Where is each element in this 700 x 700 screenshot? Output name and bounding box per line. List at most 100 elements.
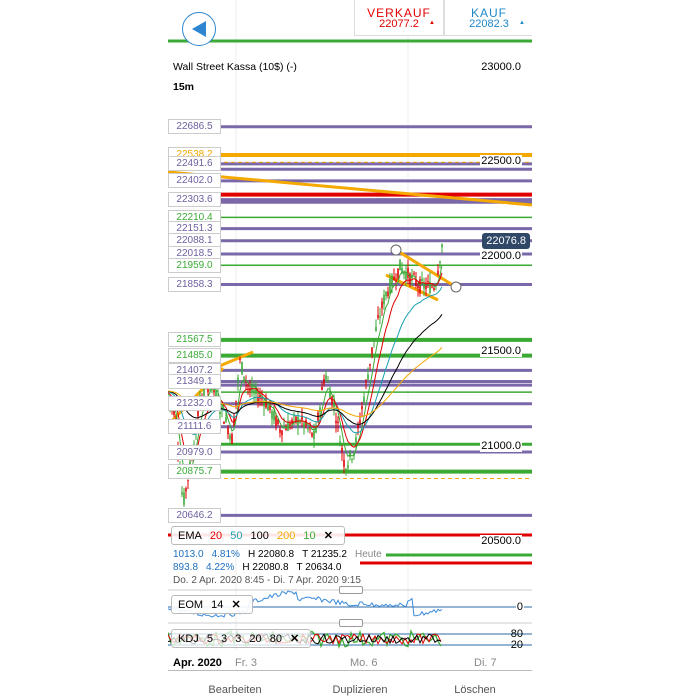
candle-body [293, 415, 295, 417]
candle-body [295, 416, 297, 423]
edit-button[interactable]: Bearbeiten [208, 684, 262, 696]
level-label[interactable]: 21111.6 [168, 419, 221, 435]
candle-body [259, 394, 261, 399]
candle-body [203, 388, 205, 397]
candle-body [323, 379, 325, 384]
axis-label: 21000.0 [480, 440, 522, 452]
candle-body [237, 377, 239, 383]
kdj-axis-label: 20 [510, 639, 523, 651]
level-label[interactable]: 20875.7 [168, 464, 221, 480]
candle-body [377, 315, 379, 318]
candle-body [303, 423, 305, 428]
level-label[interactable]: 22686.5 [168, 119, 221, 135]
candle-body [367, 374, 369, 380]
kdj-legend[interactable]: KDJ 5 3 3 20 80 ✕ [171, 629, 312, 648]
level-label[interactable]: 21858.3 [168, 276, 221, 292]
level-label[interactable]: 21485.0 [168, 348, 221, 364]
candle-body [441, 244, 443, 248]
candle-body [181, 492, 183, 495]
sell-label: VERKAUF [367, 6, 431, 20]
ema-period: 10 [303, 530, 316, 542]
candle-body [395, 280, 397, 283]
resize-handle[interactable] [339, 586, 363, 594]
candle-body [257, 396, 259, 403]
level-label[interactable]: 21232.0 [168, 396, 221, 412]
candle-body [327, 380, 329, 382]
axis-label: 20500.0 [480, 535, 522, 547]
level-label[interactable]: 22303.6 [168, 192, 221, 208]
kdj-param: 20 [249, 633, 262, 645]
sell-button[interactable]: VERKAUF 22077.2 ▲ [354, 0, 444, 36]
axis-label: 22500.0 [480, 155, 522, 167]
candle-body [291, 419, 293, 424]
duplicate-button[interactable]: Duplizieren [332, 684, 388, 696]
candle-body [307, 428, 309, 430]
instrument-name: Wall Street Kassa (10$) (-) [173, 61, 297, 73]
candle-body [213, 390, 215, 393]
price-chart[interactable] [168, 0, 532, 660]
axis-label: 22000.0 [480, 250, 522, 262]
change-value: 1013.0 [173, 549, 204, 560]
candle-body [433, 288, 435, 290]
high-value: H 22080.8 [242, 562, 289, 573]
candle-body [263, 401, 265, 407]
candle-body [417, 285, 419, 288]
candle-body [297, 416, 299, 426]
level-label[interactable]: 22491.6 [168, 156, 221, 172]
eom-name: EOM [178, 599, 204, 611]
candle-body [403, 271, 405, 275]
candle-body [333, 403, 335, 408]
ema-legend[interactable]: EMA 20 50 100 200 10 ✕ [171, 526, 345, 545]
ema-period: 20 [209, 530, 223, 542]
change-pct: 4.22% [206, 562, 235, 573]
back-button[interactable] [182, 12, 216, 46]
candle-body [341, 447, 343, 452]
level-label[interactable]: 20979.0 [168, 444, 221, 460]
resize-handle[interactable] [339, 619, 363, 627]
level-label[interactable]: 21959.0 [168, 257, 221, 273]
candle-body [267, 405, 269, 411]
candle-body [255, 387, 257, 394]
candle-body [273, 411, 275, 421]
candle-body [315, 426, 317, 433]
trend-handle [450, 281, 462, 293]
candle-body [421, 278, 423, 282]
candle-body [313, 430, 315, 440]
candle-body [275, 416, 277, 427]
high-value: H 22080.8 [247, 549, 295, 560]
buy-button[interactable]: KAUF 22082.3 ▲ [444, 0, 532, 36]
candle-body [277, 419, 279, 425]
candle-body [301, 415, 303, 421]
close-icon[interactable]: ✕ [290, 633, 300, 645]
candle-body [329, 391, 331, 399]
delete-button[interactable]: Löschen [454, 684, 496, 696]
x-axis-label: Mo. 6 [350, 657, 378, 669]
close-icon[interactable]: ✕ [323, 530, 333, 542]
close-icon[interactable]: ✕ [231, 599, 241, 611]
level-label[interactable]: 22402.0 [168, 173, 221, 189]
candle-body [319, 407, 321, 412]
candle-body [235, 400, 237, 402]
candle-body [409, 273, 411, 284]
level-label[interactable]: 21567.5 [168, 332, 221, 348]
stats-row: 893.8 4.22% H 22080.8 T 20634.0 [173, 562, 349, 573]
kdj-param: 3 [221, 633, 228, 645]
eom-legend[interactable]: EOM 14 ✕ [171, 595, 253, 614]
level-label[interactable]: 20646.2 [168, 507, 221, 523]
candle-body [381, 301, 383, 309]
candle-body [365, 380, 367, 383]
divider [168, 670, 532, 671]
level-label[interactable]: 21349.1 [168, 373, 221, 389]
candle-body [219, 411, 221, 414]
candle-body [227, 427, 229, 435]
kdj-name: KDJ [178, 633, 199, 645]
low-value: T 21235.2 [302, 549, 347, 560]
candle-body [351, 459, 353, 461]
ema-name: EMA [178, 530, 202, 542]
x-axis-label: Fr. 3 [235, 657, 258, 669]
candle-body [221, 406, 223, 410]
kdj-param: 3 [235, 633, 242, 645]
candle-body [439, 261, 441, 263]
candle-body [345, 469, 347, 473]
ema-period: 200 [276, 530, 296, 542]
